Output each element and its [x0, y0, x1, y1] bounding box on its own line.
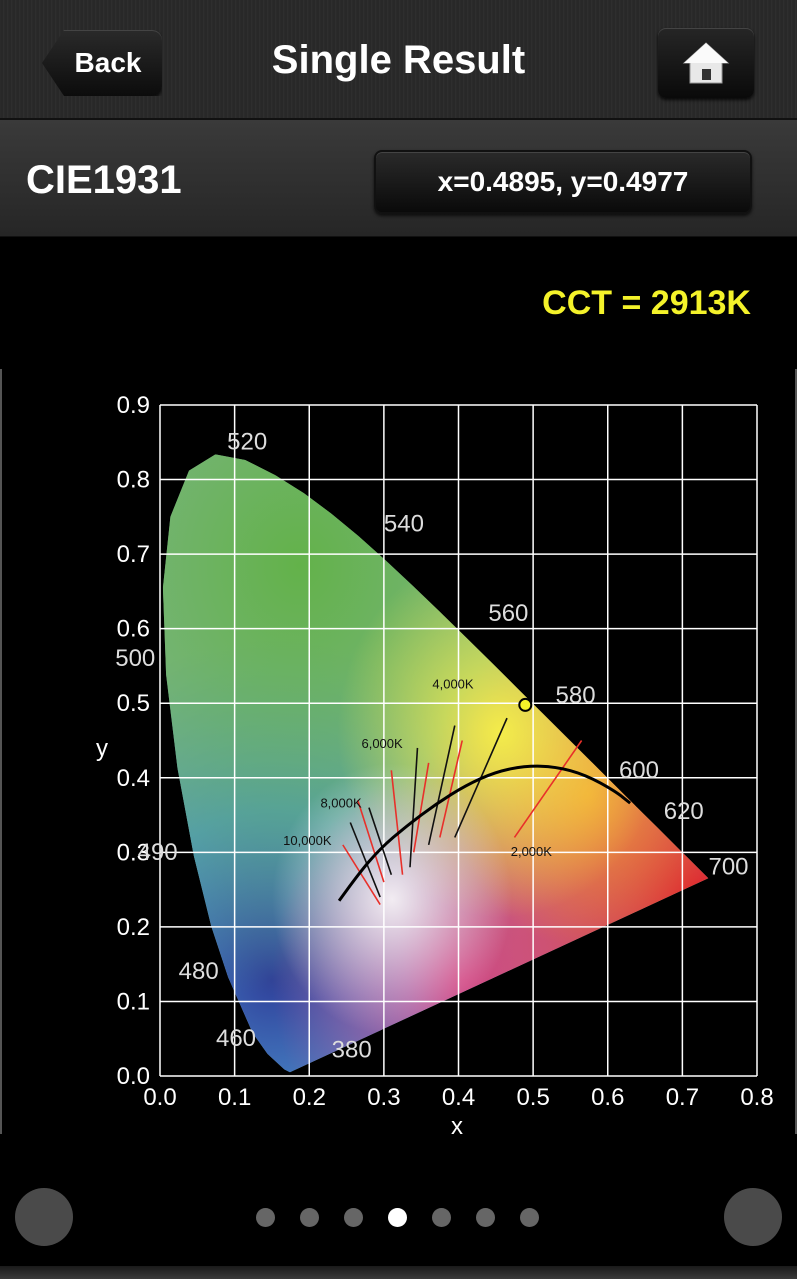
- page-dot[interactable]: [388, 1208, 407, 1227]
- wavelength-label: 560: [488, 600, 528, 627]
- back-button[interactable]: Back: [42, 30, 162, 96]
- y-tick-label: 0.7: [117, 541, 150, 568]
- wavelength-label: 580: [556, 682, 596, 709]
- wavelength-label: 520: [227, 429, 267, 456]
- x-tick-label: 0.0: [143, 1084, 176, 1111]
- isotherm-line: [342, 844, 381, 905]
- x-tick-label: 0.7: [666, 1084, 699, 1111]
- y-tick-label: 0.8: [117, 467, 150, 494]
- x-axis-label: x: [451, 1113, 463, 1134]
- isotherm-label: 4,000K: [432, 676, 474, 691]
- cct-value: CCT = 2913K: [542, 284, 751, 322]
- navigation-bar: Back Single Result: [0, 0, 797, 120]
- isotherm-line: [513, 740, 583, 838]
- page-dot[interactable]: [256, 1208, 275, 1227]
- y-axis-label: y: [96, 735, 108, 762]
- coordinates-button[interactable]: x=0.4895, y=0.4977: [374, 150, 752, 214]
- previous-page-button[interactable]: [15, 1188, 73, 1246]
- page-dot[interactable]: [300, 1208, 319, 1227]
- planckian-locus: [337, 764, 632, 902]
- page-indicator: [256, 1208, 539, 1227]
- coordinates-value: x=0.4895, y=0.4977: [437, 166, 689, 197]
- isotherm-line: [356, 799, 385, 883]
- wavelength-label: 600: [619, 757, 659, 784]
- y-tick-label: 0.3: [117, 839, 150, 866]
- wavelength-label: 480: [179, 958, 219, 985]
- page-dot[interactable]: [476, 1208, 495, 1227]
- page-dot[interactable]: [344, 1208, 363, 1227]
- measured-point-marker: [518, 697, 533, 712]
- y-tick-label: 0.2: [117, 914, 150, 941]
- isotherm-line: [439, 740, 464, 838]
- y-tick-label: 0.4: [117, 765, 150, 792]
- sub-header: CIE1931 x=0.4895, y=0.4977: [0, 120, 797, 237]
- x-tick-label: 0.2: [293, 1084, 326, 1111]
- isotherm-line: [412, 762, 430, 853]
- y-tick-label: 0.9: [117, 392, 150, 419]
- bottom-divider: [0, 1266, 797, 1279]
- isotherm-line: [349, 822, 381, 898]
- isotherm-line: [390, 770, 404, 875]
- next-page-button[interactable]: [724, 1188, 782, 1246]
- wavelength-label: 500: [115, 645, 155, 672]
- wavelength-label: 620: [664, 798, 704, 825]
- home-icon: [682, 42, 730, 84]
- cie1931-chart: 0.0 0.1 0.2 0.3 0.4 0.5 0.6 0.7 0.8 0.0 0.1 0.2 0.3 0…: [96, 392, 774, 1134]
- y-tick-label: 0.6: [117, 616, 150, 643]
- page-dot[interactable]: [432, 1208, 451, 1227]
- wavelength-label: 700: [708, 854, 748, 881]
- page-dot[interactable]: [520, 1208, 539, 1227]
- isotherm-label: 2,000K: [511, 844, 553, 859]
- isotherm-label: 6,000K: [361, 736, 403, 751]
- back-button-label: Back: [74, 47, 142, 78]
- isotherm-label: 8,000K: [320, 796, 362, 811]
- x-tick-label: 0.8: [740, 1084, 773, 1111]
- isotherm-line: [427, 725, 456, 846]
- y-tick-label: 0.1: [117, 988, 150, 1015]
- y-tick-label: 0.5: [117, 690, 150, 717]
- wavelength-label: 490: [138, 839, 178, 866]
- isotherm-label: 10,000K: [283, 833, 332, 848]
- color-space-label: CIE1931: [26, 158, 182, 202]
- isotherm-line: [409, 747, 419, 868]
- isotherm-line: [368, 807, 393, 875]
- x-tick-label: 0.3: [367, 1084, 400, 1111]
- page-title: Single Result: [271, 38, 526, 82]
- x-tick-label: 0.5: [516, 1084, 549, 1111]
- x-tick-label: 0.4: [442, 1084, 475, 1111]
- y-tick-label: 0.0: [117, 1063, 150, 1090]
- home-button[interactable]: [658, 28, 754, 98]
- wavelength-label: 380: [332, 1036, 372, 1063]
- x-tick-label: 0.1: [218, 1084, 251, 1111]
- x-tick-label: 0.6: [591, 1084, 624, 1111]
- wavelength-label: 460: [216, 1025, 256, 1052]
- wavelength-label: 540: [384, 511, 424, 538]
